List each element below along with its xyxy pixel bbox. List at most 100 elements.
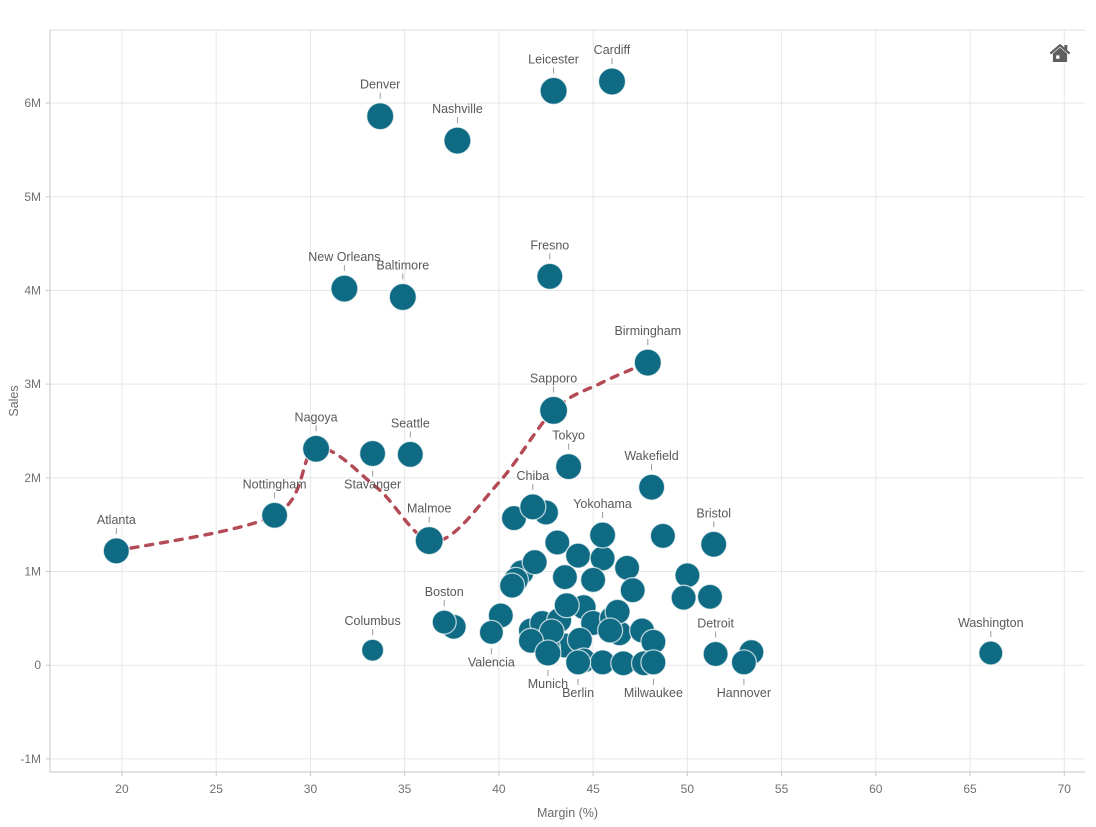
x-tick-label: 70 [1058, 782, 1072, 796]
point-label: Denver [360, 78, 400, 92]
x-tick-label: 25 [210, 782, 224, 796]
data-point-seattle[interactable] [396, 440, 424, 469]
data-point[interactable] [521, 548, 548, 576]
y-tick-label: 6M [24, 96, 41, 110]
point-label: Tokyo [552, 429, 585, 443]
data-point[interactable] [544, 529, 571, 556]
y-tick-label: -1M [20, 752, 41, 766]
y-tick-label: 5M [24, 190, 41, 204]
point-label: Berlin [562, 686, 594, 700]
point-label: New Orleans [308, 250, 380, 264]
data-point-tokyo[interactable] [554, 452, 583, 481]
point-label: Hannover [717, 686, 771, 700]
point-label: Fresno [530, 238, 569, 252]
data-point[interactable] [649, 522, 677, 550]
data-point-sapporo[interactable] [538, 395, 569, 426]
data-point[interactable] [619, 577, 646, 604]
data-point[interactable] [696, 583, 724, 610]
point-label: Birmingham [614, 324, 681, 338]
data-point-stavanger[interactable] [358, 439, 387, 468]
point-label: Nashville [432, 102, 483, 116]
point-label: Wakefield [624, 449, 678, 463]
data-point-chiba[interactable] [519, 493, 547, 521]
point-label: Bristol [696, 506, 731, 520]
data-point-munich[interactable] [534, 639, 562, 667]
x-tick-label: 50 [681, 782, 695, 796]
x-tick-label: 60 [869, 782, 883, 796]
data-point-nagoya[interactable] [301, 434, 331, 463]
data-point[interactable] [670, 584, 697, 611]
x-tick-label: 55 [775, 782, 789, 796]
data-point-new-orleans[interactable] [330, 274, 359, 303]
home-button[interactable] [1045, 38, 1075, 68]
data-point-nottingham[interactable] [260, 501, 289, 529]
y-tick-label: 1M [24, 565, 41, 579]
axes [49, 30, 1085, 773]
point-label: Munich [528, 677, 568, 691]
data-point-atlanta[interactable] [102, 537, 130, 565]
data-point-wakefield[interactable] [637, 473, 666, 501]
point-label: Yokohama [573, 497, 632, 511]
data-point-columbus[interactable] [360, 638, 385, 662]
point-label: Boston [425, 585, 464, 599]
data-point-leicester[interactable] [539, 76, 568, 106]
data-point-detroit[interactable] [702, 640, 729, 668]
data-point[interactable] [579, 566, 607, 594]
point-label: Columbus [344, 614, 400, 628]
y-tick-label: 0 [34, 658, 41, 672]
point-label: Sapporo [530, 371, 577, 385]
point-label: Valencia [468, 655, 515, 669]
point-labels: Atlanta Nottingham Nagoya New Orleans Stavan… [97, 43, 1024, 700]
home-icon [1049, 43, 1071, 62]
x-tick-label: 35 [398, 782, 412, 796]
x-tick-label: 20 [115, 782, 129, 796]
x-tick-label: 65 [963, 782, 977, 796]
data-point-nashville[interactable] [443, 126, 472, 155]
data-point[interactable] [498, 572, 526, 599]
x-tick-label: 30 [304, 782, 318, 796]
point-label: Milwaukee [624, 686, 683, 700]
point-label: Malmoe [407, 502, 452, 516]
data-point-birmingham[interactable] [633, 348, 662, 377]
data-point[interactable] [613, 554, 641, 581]
x-tick-label: 45 [586, 782, 600, 796]
data-point-milwaukee[interactable] [640, 649, 667, 676]
data-point-boston[interactable] [431, 609, 457, 635]
data-point-valencia[interactable] [478, 619, 505, 646]
data-point[interactable] [564, 542, 592, 569]
data-point[interactable] [551, 563, 579, 591]
point-label: Baltimore [376, 259, 429, 273]
data-point-bristol[interactable] [700, 530, 728, 558]
data-point-washington[interactable] [978, 640, 1004, 666]
data-point-berlin[interactable] [564, 649, 592, 676]
point-label: Seattle [391, 416, 430, 430]
data-point[interactable] [596, 617, 624, 644]
data-point-cardiff[interactable] [597, 67, 627, 96]
point-label: Cardiff [594, 43, 631, 57]
x-tick-label: 40 [492, 782, 506, 796]
point-label: Chiba [516, 469, 549, 483]
data-point-denver[interactable] [366, 102, 395, 131]
point-label: Nottingham [243, 477, 307, 491]
point-label: Detroit [697, 616, 734, 630]
point-label: Stavanger [344, 477, 401, 491]
data-point-hannover[interactable] [730, 649, 758, 676]
point-label: Nagoya [295, 410, 338, 424]
gridlines [50, 29, 1085, 772]
data-point-baltimore[interactable] [388, 282, 417, 312]
data-point[interactable] [674, 562, 701, 589]
point-label: Leicester [528, 52, 579, 66]
y-tick-label: 2M [24, 471, 41, 485]
data-point-fresno[interactable] [536, 262, 564, 291]
labeled-data-points [102, 67, 1004, 676]
data-point-yokohama[interactable] [588, 521, 617, 549]
data-point[interactable] [553, 592, 580, 619]
data-point-malmoe[interactable] [414, 525, 444, 556]
tick-labels: -1M 0 1M 2M 3M 4M 5M 6M 20 25 30 35 40 45 50 55 60 65 70 [20, 96, 1071, 796]
point-label: Atlanta [97, 513, 136, 527]
y-tick-label: 4M [24, 283, 41, 297]
y-tick-label: 3M [24, 377, 41, 391]
point-label: Washington [958, 616, 1024, 630]
